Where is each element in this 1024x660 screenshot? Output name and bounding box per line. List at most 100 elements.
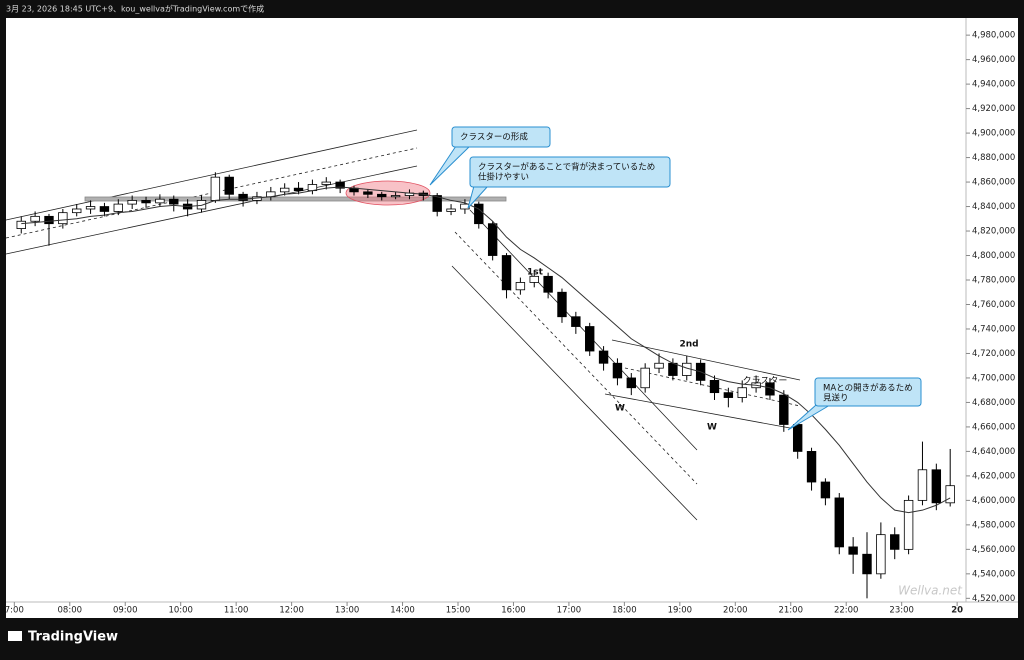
candle-body xyxy=(113,203,124,212)
candle-body xyxy=(210,176,221,201)
y-tick-label: 4,820,000 xyxy=(972,227,1015,237)
y-tick-label: 4,560,000 xyxy=(972,545,1015,555)
candle-body xyxy=(85,206,96,210)
candle-body xyxy=(238,193,248,201)
candle-body xyxy=(432,195,442,212)
candle-body xyxy=(30,215,40,222)
annotation-label: クラスター xyxy=(743,376,788,387)
candle-body xyxy=(834,497,844,548)
candle-body xyxy=(820,481,831,499)
candle-body xyxy=(169,198,179,205)
callout-pointer xyxy=(467,185,489,209)
candle-body xyxy=(737,387,747,398)
candle-body xyxy=(58,212,68,225)
y-tick-label: 4,840,000 xyxy=(972,202,1015,212)
annotation-label: W xyxy=(615,404,625,414)
candle-body xyxy=(141,200,151,204)
candle-body xyxy=(279,187,290,193)
x-tick-label: 15:00 xyxy=(446,606,471,616)
candle-body xyxy=(515,282,526,291)
candle-body xyxy=(72,208,82,214)
watermark: Wellva.net xyxy=(898,584,963,598)
y-tick-label: 4,520,000 xyxy=(972,594,1015,604)
callout-pointer xyxy=(787,404,831,431)
y-tick-label: 4,900,000 xyxy=(972,129,1015,139)
candle-body xyxy=(390,195,401,198)
callout-text: クラスターの形成 xyxy=(460,132,528,143)
plot-background xyxy=(6,18,1018,618)
trend-line xyxy=(469,209,698,451)
candle-body xyxy=(765,382,775,396)
candle-body xyxy=(709,379,720,394)
callout-text: 見送り xyxy=(823,393,849,404)
candle-body xyxy=(16,220,26,229)
level-band xyxy=(84,196,507,202)
candle-body xyxy=(723,392,734,398)
candle-body xyxy=(668,362,678,376)
candle-body xyxy=(571,316,581,327)
x-tick-label: 13:00 xyxy=(335,606,360,616)
y-tick-label: 4,760,000 xyxy=(972,300,1015,310)
candle-body xyxy=(529,275,539,283)
candle-body xyxy=(792,424,803,452)
y-tick-label: 4,960,000 xyxy=(972,55,1015,65)
candle-body xyxy=(377,193,387,198)
logo-mark xyxy=(8,631,22,641)
trend-line xyxy=(454,231,698,485)
candle-body xyxy=(363,191,373,195)
x-tick-label: 17:00 xyxy=(557,606,582,616)
candle-body xyxy=(474,203,484,225)
trend-line xyxy=(604,393,791,429)
candle-body xyxy=(626,377,637,389)
x-tick-label: 7:00 xyxy=(5,606,24,616)
brand: TradingView xyxy=(28,630,118,645)
candle-body xyxy=(487,223,498,256)
header: 3月 23, 2026 18:45 UTC+9、kou_wellvaがTradi… xyxy=(6,4,264,14)
candle-body xyxy=(224,176,234,195)
callout-text: 仕掛けやすい xyxy=(478,172,529,183)
candle-body xyxy=(640,367,650,389)
trend-line xyxy=(5,129,418,221)
annotation-label: 1st xyxy=(527,268,544,278)
candle-body xyxy=(585,326,595,352)
y-tick-label: 4,860,000 xyxy=(972,178,1015,188)
candle-body xyxy=(501,255,512,291)
y-tick-label: 4,600,000 xyxy=(972,496,1015,506)
x-tick-label: 09:00 xyxy=(113,606,138,616)
x-tick-label: 19:00 xyxy=(668,606,693,616)
candle-body xyxy=(931,469,942,504)
x-tick-label: 23:00 xyxy=(889,606,914,616)
y-tick-label: 4,800,000 xyxy=(972,251,1015,261)
moving-average xyxy=(21,186,951,514)
y-tick-label: 4,680,000 xyxy=(972,398,1015,408)
candle-body xyxy=(890,534,900,550)
x-tick-label: 14:00 xyxy=(390,606,415,616)
candle-body xyxy=(44,215,54,225)
candle-body xyxy=(196,200,207,210)
y-tick-label: 4,720,000 xyxy=(972,349,1015,359)
candle-body xyxy=(335,181,345,189)
candle-body xyxy=(155,198,165,204)
candle-body xyxy=(557,291,567,318)
candle-body xyxy=(917,469,928,501)
x-tick-label: 11:00 xyxy=(224,606,249,616)
trend-line xyxy=(451,265,698,521)
candle-body xyxy=(543,275,553,293)
candle-body xyxy=(848,546,858,555)
y-tick-label: 4,660,000 xyxy=(972,422,1015,432)
y-tick-label: 4,740,000 xyxy=(972,324,1015,334)
candle-body xyxy=(806,451,817,483)
cluster-ellipse xyxy=(345,180,431,206)
callout-box xyxy=(451,126,551,148)
y-tick-label: 4,700,000 xyxy=(972,373,1015,383)
candle-body xyxy=(321,181,331,185)
y-tick-label: 4,640,000 xyxy=(972,447,1015,457)
x-tick-label: 08:00 xyxy=(58,606,83,616)
x-tick-label: 20 xyxy=(951,606,963,616)
callout-text: MAとの開きがあるため xyxy=(823,383,913,394)
x-tick-label: 20:00 xyxy=(723,606,748,616)
x-tick-label: 10:00 xyxy=(168,606,193,616)
x-tick-label: 18:00 xyxy=(612,606,637,616)
